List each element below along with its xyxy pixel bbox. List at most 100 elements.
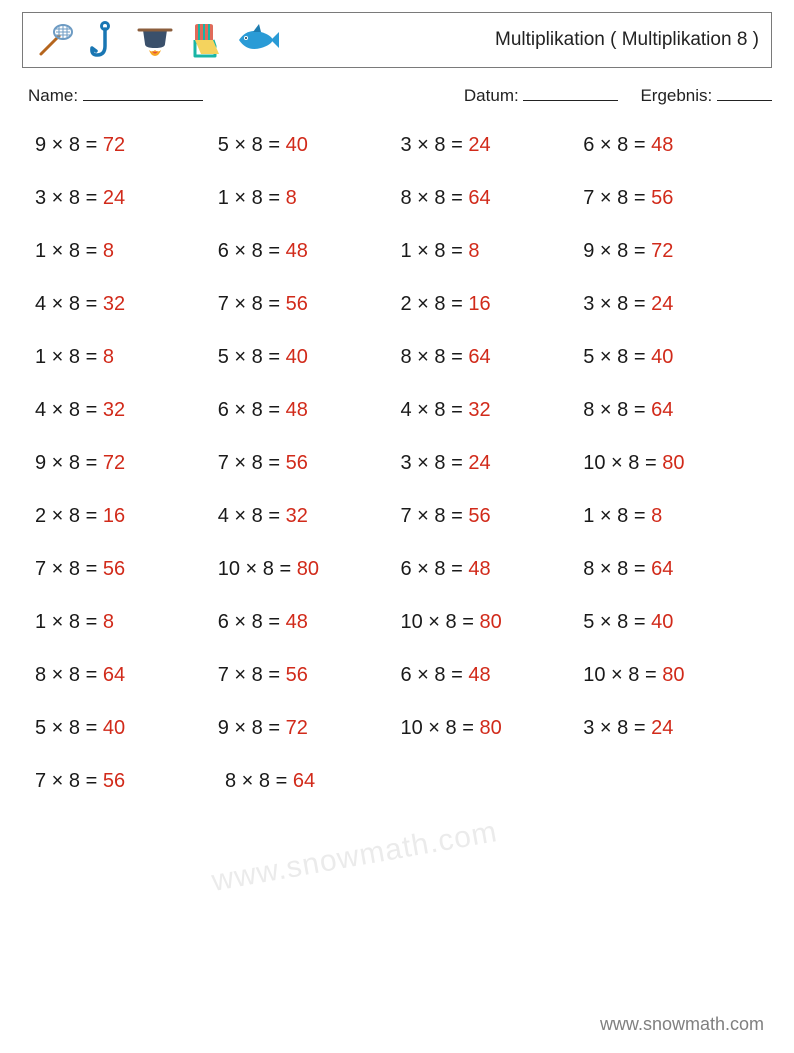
problem-row: 9 × 8 = 725 × 8 = 403 × 8 = 246 × 8 = 48 [35,134,766,157]
problem-expression: 8 × 8 = [401,187,469,210]
problem-answer: 80 [662,664,684,687]
problem-answer: 80 [479,717,501,740]
problem-row: 1 × 8 = 86 × 8 = 4810 × 8 = 805 × 8 = 40 [35,611,766,634]
problem-expression: 10 × 8 = [401,717,480,740]
problem-answer: 72 [286,717,308,740]
problem-answer: 24 [468,452,490,475]
problem-row: 4 × 8 = 327 × 8 = 562 × 8 = 163 × 8 = 24 [35,293,766,316]
problem-expression: 10 × 8 = [583,664,662,687]
problem-expression: 8 × 8 = [401,346,469,369]
problem-cell: 3 × 8 = 24 [35,187,218,210]
problem-answer: 16 [103,505,125,528]
problem-answer: 40 [651,346,673,369]
problem-cell: 8 × 8 = 64 [225,770,415,793]
name-blank[interactable] [83,100,203,101]
problem-answer: 48 [468,558,490,581]
problem-cell: 6 × 8 = 48 [583,134,766,157]
problem-expression: 7 × 8 = [35,770,103,793]
problem-cell: 7 × 8 = 56 [35,558,218,581]
problem-cell: 8 × 8 = 64 [583,558,766,581]
problem-expression: 3 × 8 = [583,717,651,740]
problem-answer: 16 [468,293,490,316]
problem-answer: 8 [103,346,114,369]
result-blank[interactable] [717,100,772,101]
problem-cell: 7 × 8 = 56 [218,664,401,687]
cooking-pot-icon [135,20,175,60]
problem-expression: 1 × 8 = [583,505,651,528]
problem-expression: 8 × 8 = [35,664,103,687]
problem-expression: 7 × 8 = [401,505,469,528]
problem-answer: 80 [662,452,684,475]
problem-answer: 56 [286,452,308,475]
problem-answer: 64 [651,399,673,422]
problem-expression: 3 × 8 = [401,134,469,157]
problem-expression: 7 × 8 = [583,187,651,210]
problem-cell: 1 × 8 = 8 [401,240,584,263]
problem-cell: 5 × 8 = 40 [583,346,766,369]
problem-answer: 32 [103,293,125,316]
problem-answer: 8 [286,187,297,210]
problem-cell: 1 × 8 = 8 [35,240,218,263]
problem-expression: 9 × 8 = [583,240,651,263]
problem-cell: 9 × 8 = 72 [35,134,218,157]
problem-cell: 6 × 8 = 48 [401,664,584,687]
worksheet-title: Multiplikation ( Multiplikation 8 ) [495,29,759,51]
problem-cell: 10 × 8 = 80 [583,664,766,687]
name-field: Name: [22,86,203,106]
problem-expression: 6 × 8 = [401,664,469,687]
problem-row: 4 × 8 = 326 × 8 = 484 × 8 = 328 × 8 = 64 [35,399,766,422]
problem-cell: 4 × 8 = 32 [218,505,401,528]
problem-answer: 24 [103,187,125,210]
problem-expression: 1 × 8 = [35,346,103,369]
watermark-text: www.snowmath.com [209,815,500,899]
problem-cell: 7 × 8 = 56 [218,452,401,475]
result-field: Ergebnis: [640,86,772,106]
problem-cell: 8 × 8 = 64 [401,346,584,369]
date-label: Datum: [464,86,519,105]
problem-cell: 7 × 8 = 56 [583,187,766,210]
problem-expression: 6 × 8 = [218,611,286,634]
problem-cell: 10 × 8 = 80 [218,558,401,581]
problem-answer: 24 [468,134,490,157]
problem-answer: 80 [297,558,319,581]
problem-expression: 1 × 8 = [35,611,103,634]
problem-answer: 32 [103,399,125,422]
problem-cell: 1 × 8 = 8 [35,346,218,369]
problem-expression: 7 × 8 = [218,664,286,687]
problem-answer: 72 [103,134,125,157]
problem-row: 7 × 8 = 568 × 8 = 64 [35,770,766,793]
fish-icon [235,20,279,60]
header-box: Multiplikation ( Multiplikation 8 ) [22,12,772,68]
problem-row: 8 × 8 = 647 × 8 = 566 × 8 = 4810 × 8 = 8… [35,664,766,687]
problem-answer: 40 [103,717,125,740]
date-field: Datum: [464,86,619,106]
problem-cell: 9 × 8 = 72 [218,717,401,740]
header-icons [35,20,279,60]
problem-row: 1 × 8 = 85 × 8 = 408 × 8 = 645 × 8 = 40 [35,346,766,369]
problem-cell: 1 × 8 = 8 [35,611,218,634]
problem-expression: 7 × 8 = [218,293,286,316]
name-label: Name: [28,86,78,105]
problem-cell: 10 × 8 = 80 [401,717,584,740]
problem-cell: 7 × 8 = 56 [218,293,401,316]
problem-expression: 1 × 8 = [35,240,103,263]
problem-expression: 6 × 8 = [218,399,286,422]
problem-cell: 3 × 8 = 24 [401,452,584,475]
problem-cell: 2 × 8 = 16 [401,293,584,316]
fishing-net-icon [35,20,75,60]
date-blank[interactable] [523,100,618,101]
problem-expression: 3 × 8 = [35,187,103,210]
problem-row: 3 × 8 = 241 × 8 = 88 × 8 = 647 × 8 = 56 [35,187,766,210]
problem-cell: 6 × 8 = 48 [218,399,401,422]
problem-cell: 3 × 8 = 24 [583,293,766,316]
problem-expression: 9 × 8 = [35,452,103,475]
problem-expression: 5 × 8 = [218,134,286,157]
problem-cell: 5 × 8 = 40 [35,717,218,740]
problem-answer: 64 [468,187,490,210]
problem-expression: 1 × 8 = [218,187,286,210]
problem-row: 5 × 8 = 409 × 8 = 7210 × 8 = 803 × 8 = 2… [35,717,766,740]
problem-answer: 48 [468,664,490,687]
problem-answer: 72 [651,240,673,263]
problem-expression: 8 × 8 = [225,770,293,793]
problem-expression: 10 × 8 = [583,452,662,475]
